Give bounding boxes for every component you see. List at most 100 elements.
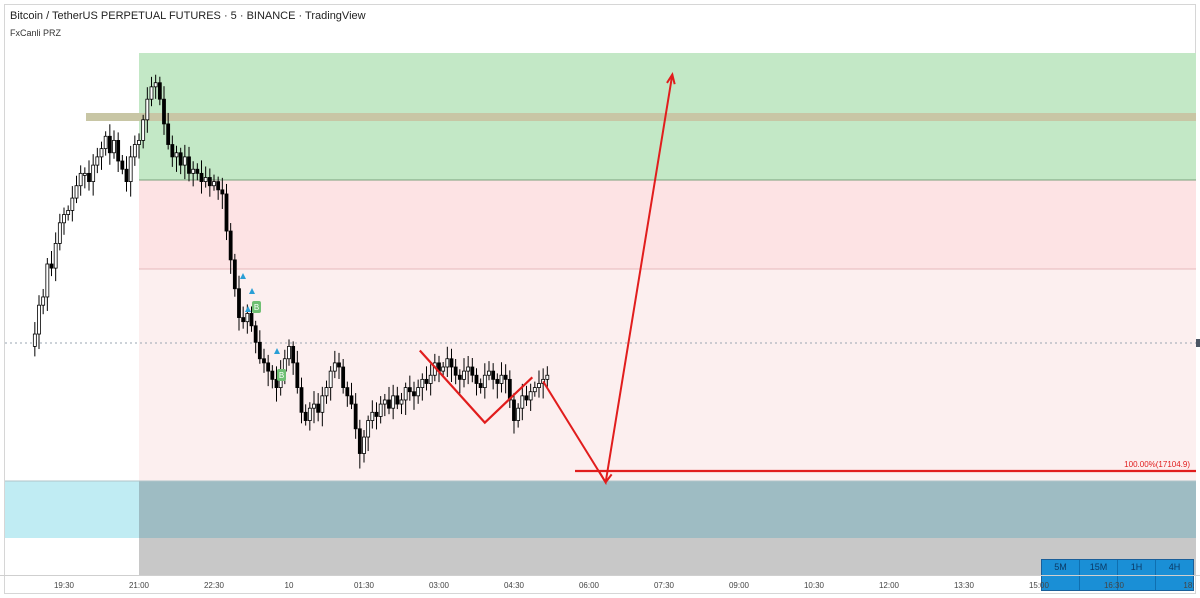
indicator-label: FxCanli PRZ	[10, 28, 62, 38]
candle-body	[216, 181, 221, 191]
candle-body	[374, 411, 379, 417]
candle-body	[249, 313, 254, 327]
fib-100-label: 100.00%(17104.9)	[1124, 460, 1190, 469]
candle-body	[128, 156, 133, 183]
candle-body	[424, 378, 429, 384]
x-tick-label: 10	[284, 581, 294, 590]
candle-body	[37, 304, 41, 335]
candle-body	[199, 172, 204, 183]
candle-body	[74, 185, 79, 199]
candle-body	[512, 399, 516, 421]
candle-body	[487, 370, 491, 376]
signal-triangle	[249, 288, 255, 294]
zone-teal	[139, 481, 1196, 538]
x-tick-label: 03:00	[428, 581, 449, 590]
candle-body	[387, 399, 391, 409]
candle-body	[503, 374, 508, 380]
candle-body	[449, 358, 454, 368]
candle-body	[170, 144, 175, 158]
candle-body	[257, 341, 262, 360]
candle-body	[541, 378, 546, 384]
candle-body	[307, 407, 312, 421]
candle-body	[78, 172, 83, 187]
candle-body	[362, 436, 366, 454]
buy-signal-label: B	[254, 303, 259, 312]
candle-body	[270, 370, 275, 380]
signal-triangle	[240, 273, 246, 279]
zone-cyan	[5, 481, 139, 538]
candle-body	[395, 395, 400, 405]
candle-body	[491, 370, 496, 380]
candle-body	[316, 403, 321, 413]
candle-body	[291, 345, 296, 364]
candle-body	[482, 374, 487, 388]
candle-body	[441, 366, 446, 372]
candle-body	[207, 177, 212, 187]
candle-body	[337, 362, 341, 368]
candle-body	[70, 197, 75, 211]
x-tick-label: 01:30	[353, 581, 374, 590]
candle-body	[266, 362, 271, 372]
candle-body	[399, 399, 404, 405]
candle-body	[299, 387, 304, 413]
candle-body	[62, 214, 66, 224]
zone-pink	[139, 269, 1196, 481]
pattern-polyline	[419, 349, 534, 425]
candle-body	[520, 395, 525, 409]
candle-body	[187, 156, 191, 174]
candle-body	[428, 374, 433, 384]
candle-body	[66, 210, 71, 215]
candle-body	[253, 325, 258, 343]
candle-body	[245, 313, 250, 323]
candle-body	[349, 395, 354, 405]
candle-body	[320, 395, 325, 413]
candle-body	[203, 177, 208, 182]
x-tick-label: 09:00	[728, 581, 749, 590]
candle-body	[303, 411, 308, 421]
candle-body	[182, 156, 187, 166]
candle-body	[178, 152, 183, 166]
candle-body	[499, 374, 504, 384]
candle-body	[162, 98, 166, 125]
candle-body	[470, 366, 475, 376]
candle-body	[416, 387, 421, 397]
candle-body	[403, 387, 408, 401]
x-tick-label: 10:30	[803, 581, 824, 590]
x-tick-label: 21:00	[128, 581, 150, 590]
candle-body	[353, 403, 358, 430]
candle-body	[103, 135, 108, 150]
candle-body	[82, 172, 87, 176]
x-tick-label: 16:30	[1103, 581, 1124, 590]
zone-red	[139, 180, 1196, 269]
x-tick-label: 07:30	[653, 581, 674, 590]
candle-body	[357, 428, 362, 454]
x-tick-label: 12:00	[878, 581, 899, 590]
price-marker	[1196, 339, 1200, 347]
chart-title: Bitcoin / TetherUS PERPETUAL FUTURES · 5…	[10, 10, 366, 22]
candle-body	[453, 366, 458, 376]
candle-body	[241, 317, 246, 323]
time-axis: 19:30 21:00 22:30 10 01:30 03:00 04:30 06:00 07:…	[0, 575, 1200, 596]
candle-body	[141, 119, 146, 141]
candle-body	[262, 358, 266, 364]
x-tick-label: 06:00	[578, 581, 599, 590]
signal-triangle	[274, 348, 280, 354]
candle-body	[224, 193, 229, 232]
buy-signal-label: B	[279, 371, 284, 380]
candle-body	[107, 135, 112, 154]
candle-body	[212, 181, 216, 187]
candle-body	[345, 387, 350, 397]
candle-body	[228, 230, 233, 261]
candle-body	[220, 189, 225, 195]
candle-body	[99, 148, 104, 158]
candle-body	[274, 378, 279, 388]
candle-body	[332, 362, 337, 372]
projection-arrow-head	[666, 71, 676, 85]
candle-body	[391, 395, 396, 409]
candle-body	[341, 366, 346, 389]
candle-body	[466, 366, 471, 372]
candle-body	[91, 164, 96, 182]
candle-body	[457, 374, 462, 380]
